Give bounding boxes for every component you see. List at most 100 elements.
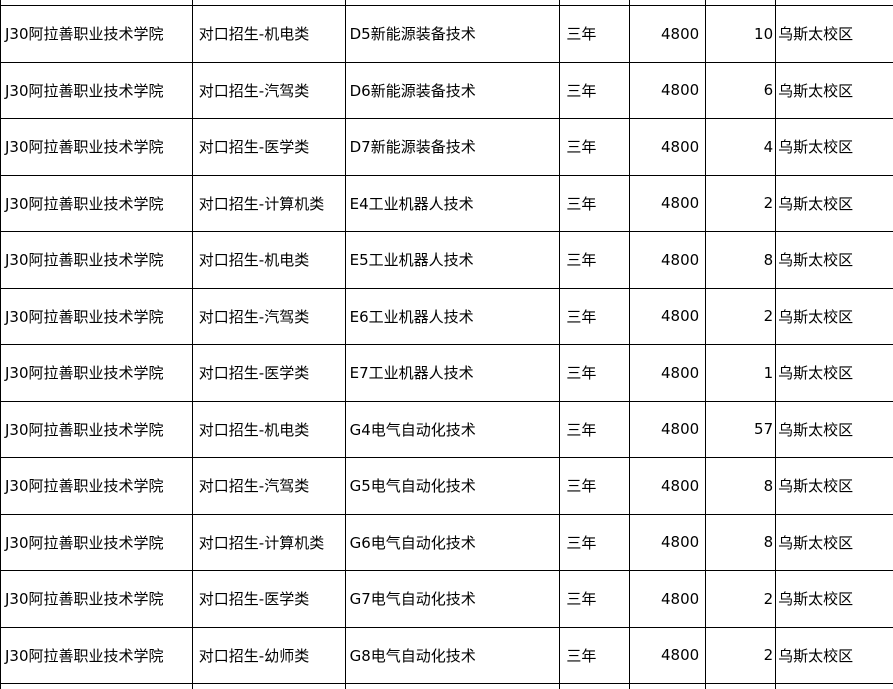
cell-duration-partial [560,684,631,689]
cell-tuition-partial [630,684,707,689]
cell-college: J30阿拉善职业技术学院 [1,119,193,175]
cell-count: 1 [706,345,777,401]
cell-major: G5电气自动化技术 [346,458,561,514]
cell-college: J30阿拉善职业技术学院 [1,627,193,683]
cell-category: 对口招生-医学类 [193,571,346,627]
table-row: J30阿拉善职业技术学院 对口招生-医学类 D7新能源装备技术 三年 4800 … [1,119,893,176]
cell-tuition: 4800 [630,288,707,344]
cell-college: J30阿拉善职业技术学院 [1,288,193,344]
cell-category-partial [193,684,346,689]
cell-count-partial [706,0,777,5]
cell-count: 8 [706,232,777,288]
cell-campus: 乌斯太校区 [778,646,854,665]
cell-college: J30阿拉善职业技术学院 [1,514,193,570]
table-row: J30阿拉善职业技术学院 对口招生-机电类 G4电气自动化技术 三年 4800 … [1,401,893,458]
cell-college: J30阿拉善职业技术学院 [1,62,193,118]
table-row: J30阿拉善职业技术学院 对口招生-计算机类 E4工业机器人技术 三年 4800… [1,175,893,232]
cell-campus: 乌斯太校区 [778,25,854,44]
cell-major: E5工业机器人技术 [346,232,561,288]
cell-campus: 乌斯太校区 [778,138,854,157]
cell-count-partial [706,684,777,689]
cell-college: J30阿拉善职业技术学院 [1,458,193,514]
cell-category: 对口招生-机电类 [193,401,346,457]
cell-campus: 乌斯太校区 [778,477,854,496]
cell-count: 2 [706,627,777,683]
cell-count: 6 [706,62,777,118]
cell-major: G7电气自动化技术 [346,571,561,627]
cell-major: D6新能源装备技术 [346,62,561,118]
table-row: J30阿拉善职业技术学院 对口招生-幼师类 G8电气自动化技术 三年 4800 … [1,627,893,684]
cell-tuition: 4800 [630,6,707,62]
table-row: J30阿拉善职业技术学院 对口招生-计算机类 G6电气自动化技术 三年 4800… [1,514,893,571]
cell-count: 4 [706,119,777,175]
cell-duration: 三年 [560,175,631,231]
table-row: J30阿拉善职业技术学院 对口招生-机电类 D5新能源装备技术 三年 4800 … [1,6,893,63]
cell-duration: 三年 [560,571,631,627]
table-row: J30阿拉善职业技术学院 对口招生-汽驾类 D6新能源装备技术 三年 4800 … [1,62,893,119]
cell-major: D7新能源装备技术 [346,119,561,175]
cell-college: J30阿拉善职业技术学院 [1,345,193,401]
cell-duration-partial [560,0,631,5]
cell-major: E4工业机器人技术 [346,175,561,231]
cell-category: 对口招生-医学类 [193,345,346,401]
cell-campus: 乌斯太校区 [778,364,854,383]
cell-campus-partial [776,0,893,5]
cell-tuition-partial [630,0,707,5]
cell-campus: 乌斯太校区 [778,420,854,439]
cell-category: 对口招生-机电类 [193,6,346,62]
cell-duration: 三年 [560,62,631,118]
cell-count: 2 [706,175,777,231]
cell-duration: 三年 [560,232,631,288]
cell-count: 2 [706,288,777,344]
table-row-partial-top [1,0,893,6]
cell-duration: 三年 [560,458,631,514]
cell-tuition: 4800 [630,345,707,401]
cell-major: G8电气自动化技术 [346,627,561,683]
table-row: J30阿拉善职业技术学院 对口招生-汽驾类 E6工业机器人技术 三年 4800 … [1,288,893,345]
cell-major: E6工业机器人技术 [346,288,561,344]
cell-major: G6电气自动化技术 [346,514,561,570]
cell-count: 57 [706,401,777,457]
cell-major-partial [346,684,561,689]
cell-campus: 乌斯太校区 [778,194,854,213]
cell-category: 对口招生-幼师类 [193,627,346,683]
cell-college-partial [1,684,193,689]
cell-duration: 三年 [560,345,631,401]
cell-duration: 三年 [560,401,631,457]
cell-campus: 乌斯太校区 [778,307,854,326]
table-row: J30阿拉善职业技术学院 对口招生-汽驾类 G5电气自动化技术 三年 4800 … [1,458,893,515]
cell-count: 8 [706,514,777,570]
cell-category: 对口招生-计算机类 [193,514,346,570]
cell-tuition: 4800 [630,232,707,288]
cell-major: D5新能源装备技术 [346,6,561,62]
cell-tuition: 4800 [630,62,707,118]
cell-major: E7工业机器人技术 [346,345,561,401]
cell-duration: 三年 [560,119,631,175]
cell-category: 对口招生-汽驾类 [193,288,346,344]
cell-college: J30阿拉善职业技术学院 [1,232,193,288]
cell-category: 对口招生-计算机类 [193,175,346,231]
cell-duration: 三年 [560,6,631,62]
cell-college: J30阿拉善职业技术学院 [1,6,193,62]
cell-tuition: 4800 [630,458,707,514]
cell-campus: 乌斯太校区 [778,251,854,270]
cell-college-partial [1,0,193,5]
cell-campus: 乌斯太校区 [778,533,854,552]
cell-tuition: 4800 [630,401,707,457]
cell-count: 2 [706,571,777,627]
cell-category-partial [193,0,346,5]
cell-duration: 三年 [560,627,631,683]
cell-campus: 乌斯太校区 [778,590,854,609]
cell-college: J30阿拉善职业技术学院 [1,175,193,231]
cell-duration: 三年 [560,514,631,570]
cell-count: 8 [706,458,777,514]
table-row: J30阿拉善职业技术学院 对口招生-医学类 G7电气自动化技术 三年 4800 … [1,571,893,628]
cell-tuition: 4800 [630,627,707,683]
cell-tuition: 4800 [630,514,707,570]
cell-category: 对口招生-汽驾类 [193,458,346,514]
cell-tuition: 4800 [630,119,707,175]
cell-major: G4电气自动化技术 [346,401,561,457]
cell-major-partial [346,0,561,5]
cell-category: 对口招生-机电类 [193,232,346,288]
